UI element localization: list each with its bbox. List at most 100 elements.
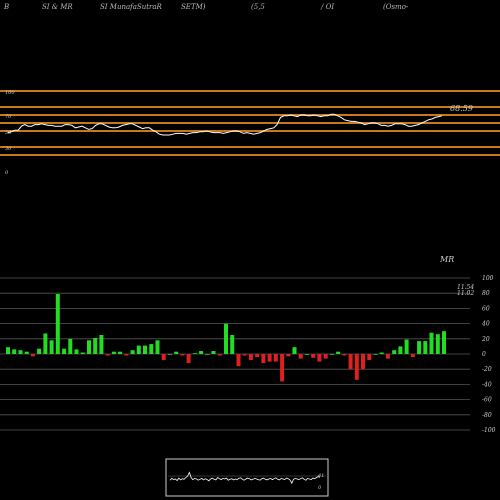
mini-chart-label-1: 41 bbox=[317, 473, 324, 479]
mrsi-bar-52 bbox=[329, 354, 334, 355]
mrsi-bar-41 bbox=[261, 354, 266, 364]
mrsi-bar-38 bbox=[242, 354, 247, 356]
mrsi-tick-label-9: -80 bbox=[482, 412, 492, 419]
rsi-tick-label-3: 30 bbox=[5, 146, 12, 152]
rsi-tick-label-0: 100 bbox=[5, 90, 15, 96]
mrsi-bar-14 bbox=[93, 338, 98, 354]
mrsi-bar-2 bbox=[18, 350, 23, 354]
mrsi-bar-36 bbox=[230, 335, 235, 354]
mrsi-bar-3 bbox=[24, 351, 29, 354]
mrsi-bar-68 bbox=[429, 332, 434, 354]
mrsi-bar-53 bbox=[336, 351, 341, 354]
mrsi-tick-label-2: 60 bbox=[482, 305, 490, 312]
mrsi-bar-45 bbox=[286, 354, 291, 357]
mrsi-tick-label-4: 20 bbox=[481, 336, 490, 343]
mrsi-bar-10 bbox=[68, 338, 73, 354]
rsi-tick-label-4: 0 bbox=[5, 170, 9, 176]
rsi-last-value-label: 68.59 bbox=[450, 104, 473, 113]
mrsi-bar-11 bbox=[74, 349, 79, 354]
mrsi-bar-22 bbox=[143, 345, 147, 354]
rsi-tick-label-2: 50 bbox=[5, 130, 12, 136]
mrsi-bar-34 bbox=[217, 354, 222, 356]
mrsi-bar-69 bbox=[435, 334, 440, 354]
mrsi-tick-label-8: -60 bbox=[482, 397, 492, 404]
mrsi-bar-56 bbox=[354, 354, 359, 380]
mrsi-bar-66 bbox=[417, 341, 422, 354]
mrsi-bar-46 bbox=[292, 347, 297, 354]
mrsi-bar-27 bbox=[174, 351, 179, 354]
mrsi-bar-33 bbox=[211, 351, 216, 354]
mrsi-bar-51 bbox=[323, 354, 328, 359]
mrsi-bar-55 bbox=[348, 354, 353, 370]
mrsi-bar-30 bbox=[192, 353, 197, 354]
mrsi-bar-59 bbox=[373, 354, 378, 355]
mrsi-label-2: 11.02 bbox=[457, 290, 474, 297]
mrsi-bar-62 bbox=[392, 350, 397, 354]
mrsi-bar-37 bbox=[236, 354, 241, 367]
mrsi-bar-16 bbox=[105, 354, 110, 356]
mrsi-bar-48 bbox=[305, 354, 309, 355]
mrsi-bar-18 bbox=[118, 351, 123, 354]
mrsi-bar-42 bbox=[267, 354, 272, 362]
mrsi-tick-label-1: 80 bbox=[482, 290, 490, 297]
mrsi-bar-50 bbox=[317, 354, 322, 362]
mrsi-bar-28 bbox=[180, 354, 185, 356]
mrsi-bar-40 bbox=[255, 354, 260, 357]
header-item-6: / OI bbox=[321, 3, 335, 11]
mini-chart-line bbox=[169, 471, 321, 485]
mrsi-tick-label-0: 100 bbox=[482, 275, 494, 282]
mini-chart-label-2: 0 bbox=[318, 485, 322, 491]
mrsi-bar-20 bbox=[130, 350, 135, 354]
mrsi-bar-32 bbox=[205, 354, 210, 355]
mrsi-tick-label-5: 0 bbox=[482, 351, 486, 358]
mrsi-bar-29 bbox=[186, 354, 191, 364]
mrsi-bar-23 bbox=[149, 344, 154, 354]
rsi-tick-label-1: 70 bbox=[5, 114, 12, 120]
mrsi-bar-0 bbox=[6, 347, 10, 354]
mrsi-bar-17 bbox=[111, 351, 116, 354]
mrsi-bar-13 bbox=[87, 340, 91, 354]
header-item-7: (Osmo- bbox=[383, 3, 409, 11]
mrsi-bar-57 bbox=[361, 354, 365, 370]
mrsi-tick-label-3: 40 bbox=[481, 321, 490, 328]
mrsi-label-1: 11.54 bbox=[457, 284, 474, 291]
header-item-5: (5,5 bbox=[251, 3, 265, 11]
mrsi-bar-6 bbox=[43, 333, 48, 354]
header-item-3: SI MunafaSutraR bbox=[100, 3, 162, 11]
header-item-2: SI & MR bbox=[42, 3, 73, 11]
mrsi-bar-43 bbox=[273, 354, 278, 362]
mini-chart-frame bbox=[165, 458, 329, 497]
mrsi-bar-61 bbox=[385, 354, 390, 359]
mrsi-bar-44 bbox=[280, 354, 285, 382]
mrsi-bar-15 bbox=[99, 335, 104, 354]
mrsi-bar-8 bbox=[55, 294, 60, 354]
mrsi-bar-70 bbox=[442, 331, 446, 354]
mrsi-bar-64 bbox=[404, 339, 409, 354]
mrsi-tick-label-10: -100 bbox=[482, 427, 496, 434]
rsi-line bbox=[7, 113, 443, 136]
mrsi-bar-21 bbox=[136, 345, 141, 354]
header-item-1: B bbox=[4, 3, 10, 11]
mrsi-bar-31 bbox=[199, 351, 204, 354]
mrsi-bar-49 bbox=[311, 354, 316, 358]
mrsi-bar-25 bbox=[161, 354, 166, 361]
mrsi-bar-39 bbox=[248, 354, 253, 361]
mrsi-bar-67 bbox=[423, 341, 428, 354]
mrsi-bar-63 bbox=[398, 346, 403, 354]
mrsi-bar-65 bbox=[410, 354, 415, 357]
mrsi-bar-5 bbox=[37, 348, 42, 354]
mrsi-bar-54 bbox=[342, 354, 347, 356]
mrsi-bar-26 bbox=[167, 354, 172, 355]
mrsi-bar-58 bbox=[367, 354, 372, 361]
mrsi-tick-label-7: -40 bbox=[482, 381, 492, 388]
mrsi-title: MR bbox=[439, 255, 454, 264]
mrsi-bar-24 bbox=[155, 340, 160, 354]
mrsi-bar-4 bbox=[30, 354, 35, 357]
mrsi-bar-1 bbox=[12, 349, 17, 354]
mrsi-bar-12 bbox=[80, 352, 85, 354]
mrsi-bar-47 bbox=[298, 354, 303, 359]
mrsi-bar-7 bbox=[49, 340, 54, 354]
mrsi-tick-label-6: -20 bbox=[482, 366, 492, 373]
mrsi-bar-60 bbox=[379, 352, 384, 354]
